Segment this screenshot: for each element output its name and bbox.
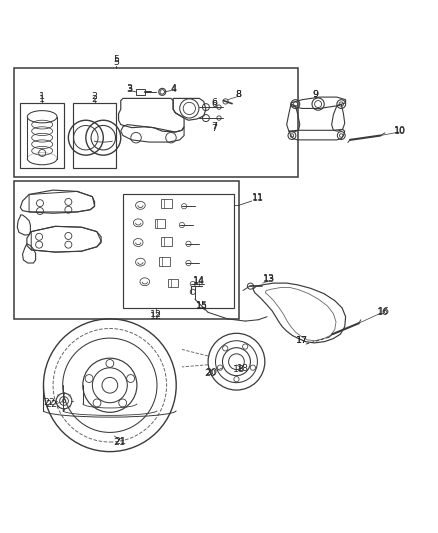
Text: 2: 2 <box>92 92 98 101</box>
Text: 16: 16 <box>378 307 390 316</box>
Text: 12: 12 <box>150 310 162 319</box>
Text: 1: 1 <box>39 92 45 101</box>
Text: 12: 12 <box>150 312 162 321</box>
Text: 17: 17 <box>296 336 308 345</box>
Text: 8: 8 <box>236 90 242 99</box>
Text: 1: 1 <box>39 95 45 104</box>
Text: 20: 20 <box>204 369 216 378</box>
Text: 15: 15 <box>195 302 208 311</box>
Text: 4: 4 <box>170 85 176 94</box>
Text: 18: 18 <box>237 364 249 373</box>
Text: 3: 3 <box>127 84 133 93</box>
Text: 4: 4 <box>170 84 176 93</box>
Text: 22: 22 <box>44 398 56 407</box>
Text: 15: 15 <box>195 301 208 310</box>
Text: 21: 21 <box>113 438 125 447</box>
Text: 9: 9 <box>312 90 318 99</box>
Text: 6: 6 <box>212 98 218 107</box>
Text: 18: 18 <box>233 365 245 374</box>
Text: 5: 5 <box>113 58 120 67</box>
Text: 3: 3 <box>127 85 133 94</box>
Text: 21: 21 <box>115 437 127 446</box>
Text: 7: 7 <box>212 122 218 131</box>
Text: 10: 10 <box>394 127 406 136</box>
Text: 13: 13 <box>263 275 275 284</box>
Text: 13: 13 <box>263 274 275 283</box>
Text: 2: 2 <box>92 95 98 104</box>
Text: 17: 17 <box>296 336 308 345</box>
Text: 8: 8 <box>236 90 242 99</box>
Text: 16: 16 <box>377 308 389 317</box>
Text: 11: 11 <box>252 195 264 203</box>
Text: 7: 7 <box>212 125 218 133</box>
Text: 22: 22 <box>45 400 57 408</box>
Text: 11: 11 <box>252 193 264 203</box>
Text: 14: 14 <box>193 277 205 285</box>
Text: 9: 9 <box>312 90 318 99</box>
Text: 6: 6 <box>212 100 218 109</box>
Text: 20: 20 <box>205 368 217 377</box>
Text: 10: 10 <box>394 126 406 135</box>
Text: 5: 5 <box>113 54 120 63</box>
Text: 14: 14 <box>193 277 205 286</box>
